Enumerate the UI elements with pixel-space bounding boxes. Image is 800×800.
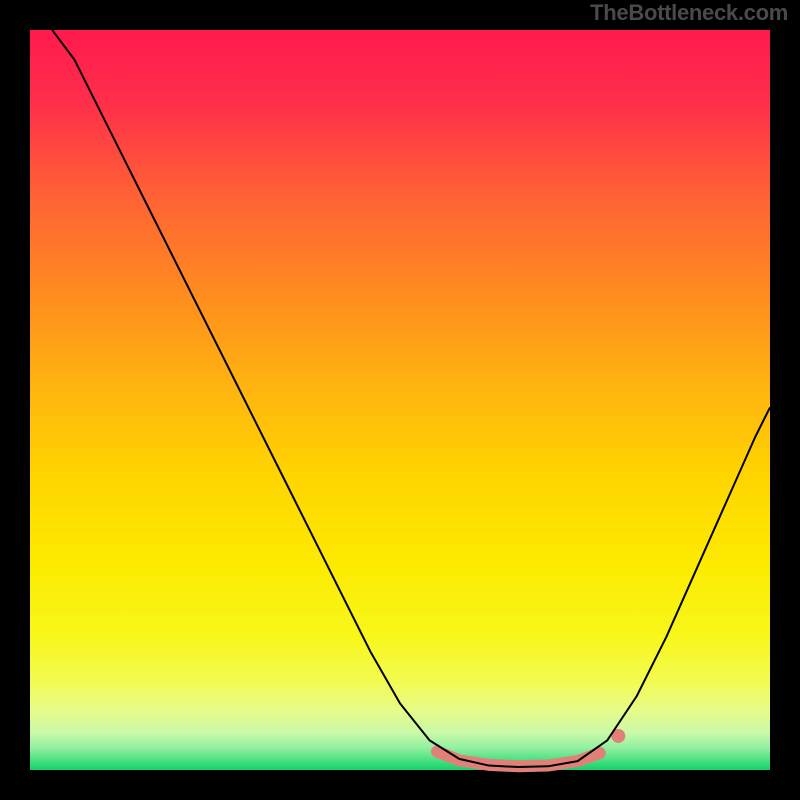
watermark-text: TheBottleneck.com <box>590 0 788 26</box>
chart-outer: TheBottleneck.com <box>0 0 800 800</box>
gradient-panel <box>30 30 770 770</box>
bottleneck-curve-svg <box>30 30 770 770</box>
bottleneck-curve-line <box>52 30 770 767</box>
